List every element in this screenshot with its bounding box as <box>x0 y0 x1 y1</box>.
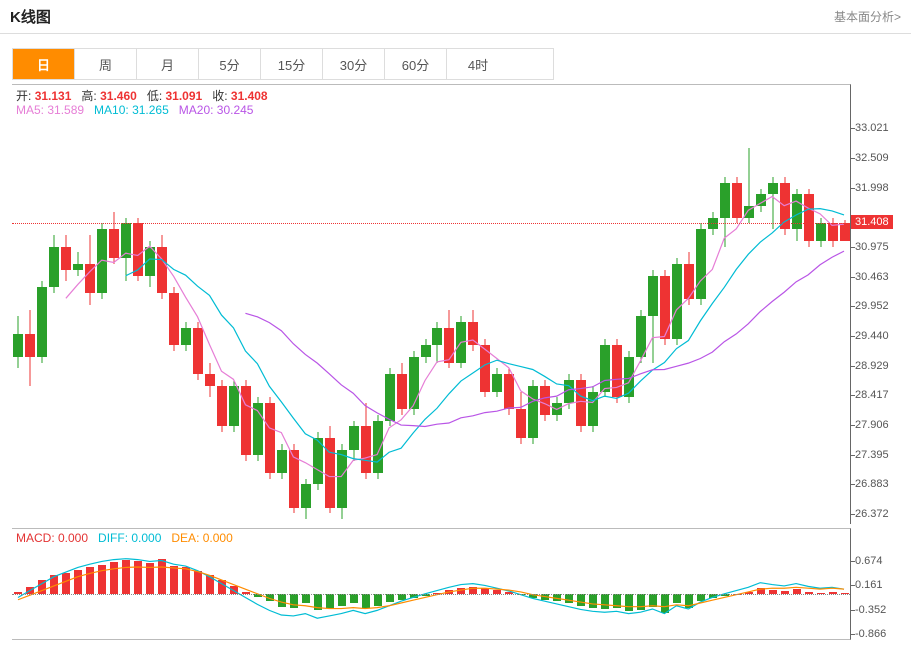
macd-bar <box>362 594 370 608</box>
macd-bar <box>230 586 238 594</box>
macd-bar <box>26 587 34 594</box>
macd-legend-item: MACD: 0.000 <box>16 531 88 545</box>
interval-tab-0[interactable]: 日 <box>13 49 75 79</box>
macd-bar <box>338 594 346 606</box>
open-label: 开: <box>16 89 31 103</box>
close-label: 收: <box>212 89 227 103</box>
macd-ytick: -0.352 <box>855 604 886 616</box>
macd-bar <box>290 594 298 608</box>
price-ytick: 28.417 <box>855 389 889 401</box>
candlestick-chart[interactable]: 开: 31.131 高: 31.460 低: 31.091 收: 31.408 … <box>12 84 851 524</box>
macd-bar <box>637 594 645 610</box>
macd-bar <box>38 580 46 594</box>
interval-tab-4[interactable]: 15分 <box>261 49 323 79</box>
macd-bar <box>146 563 154 594</box>
macd-bar <box>206 575 214 594</box>
macd-bar <box>350 594 358 603</box>
price-ytick: 26.883 <box>855 478 889 490</box>
ma-legend-item: MA10: 31.265 <box>94 103 169 117</box>
macd-bar <box>134 561 142 594</box>
title-bar: K线图 基本面分析> <box>0 0 911 34</box>
price-ytick: 29.440 <box>855 330 889 342</box>
price-ytick: 30.463 <box>855 271 889 283</box>
macd-bar <box>469 587 477 594</box>
price-ytick: 27.395 <box>855 449 889 461</box>
macd-bar <box>194 571 202 595</box>
macd-bar <box>74 570 82 594</box>
interval-tab-1[interactable]: 周 <box>75 49 137 79</box>
macd-bar <box>649 594 657 607</box>
macd-bar <box>673 594 681 603</box>
ma-legend-item: MA20: 30.245 <box>179 103 254 117</box>
price-y-axis: 33.021 32.509 31.998 30.975 30.463 29.952 29.4… <box>851 84 911 524</box>
price-ytick: 28.929 <box>855 360 889 372</box>
current-price-line <box>12 223 850 224</box>
macd-chart[interactable]: MACD: 0.000 DIFF: 0.000 DEA: 0.000 <box>12 528 851 640</box>
macd-bar <box>577 594 585 606</box>
price-ytick: 27.906 <box>855 419 889 431</box>
price-ytick: 33.021 <box>855 122 889 134</box>
macd-bar <box>625 594 633 611</box>
panel-title: K线图 <box>10 6 51 27</box>
current-price-badge: 31.408 <box>851 215 893 229</box>
high-label: 高: <box>81 89 96 103</box>
price-ytick: 32.509 <box>855 152 889 164</box>
macd-bar <box>314 594 322 610</box>
low-label: 低: <box>147 89 162 103</box>
macd-bar <box>170 566 178 594</box>
price-ytick: 30.975 <box>855 241 889 253</box>
macd-ytick: 0.674 <box>855 555 883 567</box>
price-ytick: 26.372 <box>855 508 889 520</box>
macd-legend-item: DIFF: 0.000 <box>98 531 161 545</box>
high-value: 31.460 <box>100 89 137 103</box>
interval-tab-5[interactable]: 30分 <box>323 49 385 79</box>
macd-bar <box>218 580 226 594</box>
open-value: 31.131 <box>35 89 72 103</box>
macd-bar <box>182 567 190 594</box>
macd-bar <box>266 594 274 601</box>
macd-y-axis: 0.674 0.161 -0.352 -0.866 <box>851 528 911 640</box>
price-ytick: 29.952 <box>855 300 889 312</box>
macd-bar <box>122 560 130 594</box>
macd-bar <box>302 594 310 603</box>
macd-bar <box>278 594 286 607</box>
macd-bar <box>386 594 394 602</box>
interval-tabs: 日周月5分15分30分60分4时 <box>12 48 554 80</box>
close-value: 31.408 <box>231 89 268 103</box>
macd-bar <box>685 594 693 608</box>
macd-bar <box>553 594 561 601</box>
macd-legend-item: DEA: 0.000 <box>171 531 232 545</box>
macd-zero-line <box>12 594 850 595</box>
macd-bar <box>98 565 106 594</box>
macd-ytick: -0.866 <box>855 628 886 640</box>
macd-bar <box>601 594 609 609</box>
macd-bar <box>661 594 669 613</box>
macd-bar <box>110 562 118 594</box>
low-value: 31.091 <box>166 89 203 103</box>
interval-tab-7[interactable]: 4时 <box>447 49 509 79</box>
fundamentals-link[interactable]: 基本面分析> <box>834 8 901 25</box>
macd-bar <box>589 594 597 608</box>
interval-tab-6[interactable]: 60分 <box>385 49 447 79</box>
macd-bar <box>374 594 382 606</box>
ma-legend: MA5: 31.589 MA10: 31.265 MA20: 30.245 <box>16 103 263 117</box>
macd-bar <box>62 573 70 594</box>
macd-bar <box>565 594 573 603</box>
macd-ytick: 0.161 <box>855 579 883 591</box>
price-ytick: 31.998 <box>855 182 889 194</box>
macd-legend: MACD: 0.000 DIFF: 0.000 DEA: 0.000 <box>16 531 243 545</box>
ohlc-legend: 开: 31.131 高: 31.460 低: 31.091 收: 31.408 <box>16 87 268 104</box>
macd-bar <box>613 594 621 608</box>
macd-bar <box>158 559 166 594</box>
macd-bar <box>326 594 334 608</box>
macd-bar <box>50 575 58 594</box>
macd-bar <box>86 567 94 594</box>
macd-bar <box>697 594 705 601</box>
interval-tab-2[interactable]: 月 <box>137 49 199 79</box>
ma-legend-item: MA5: 31.589 <box>16 103 84 117</box>
interval-tab-3[interactable]: 5分 <box>199 49 261 79</box>
